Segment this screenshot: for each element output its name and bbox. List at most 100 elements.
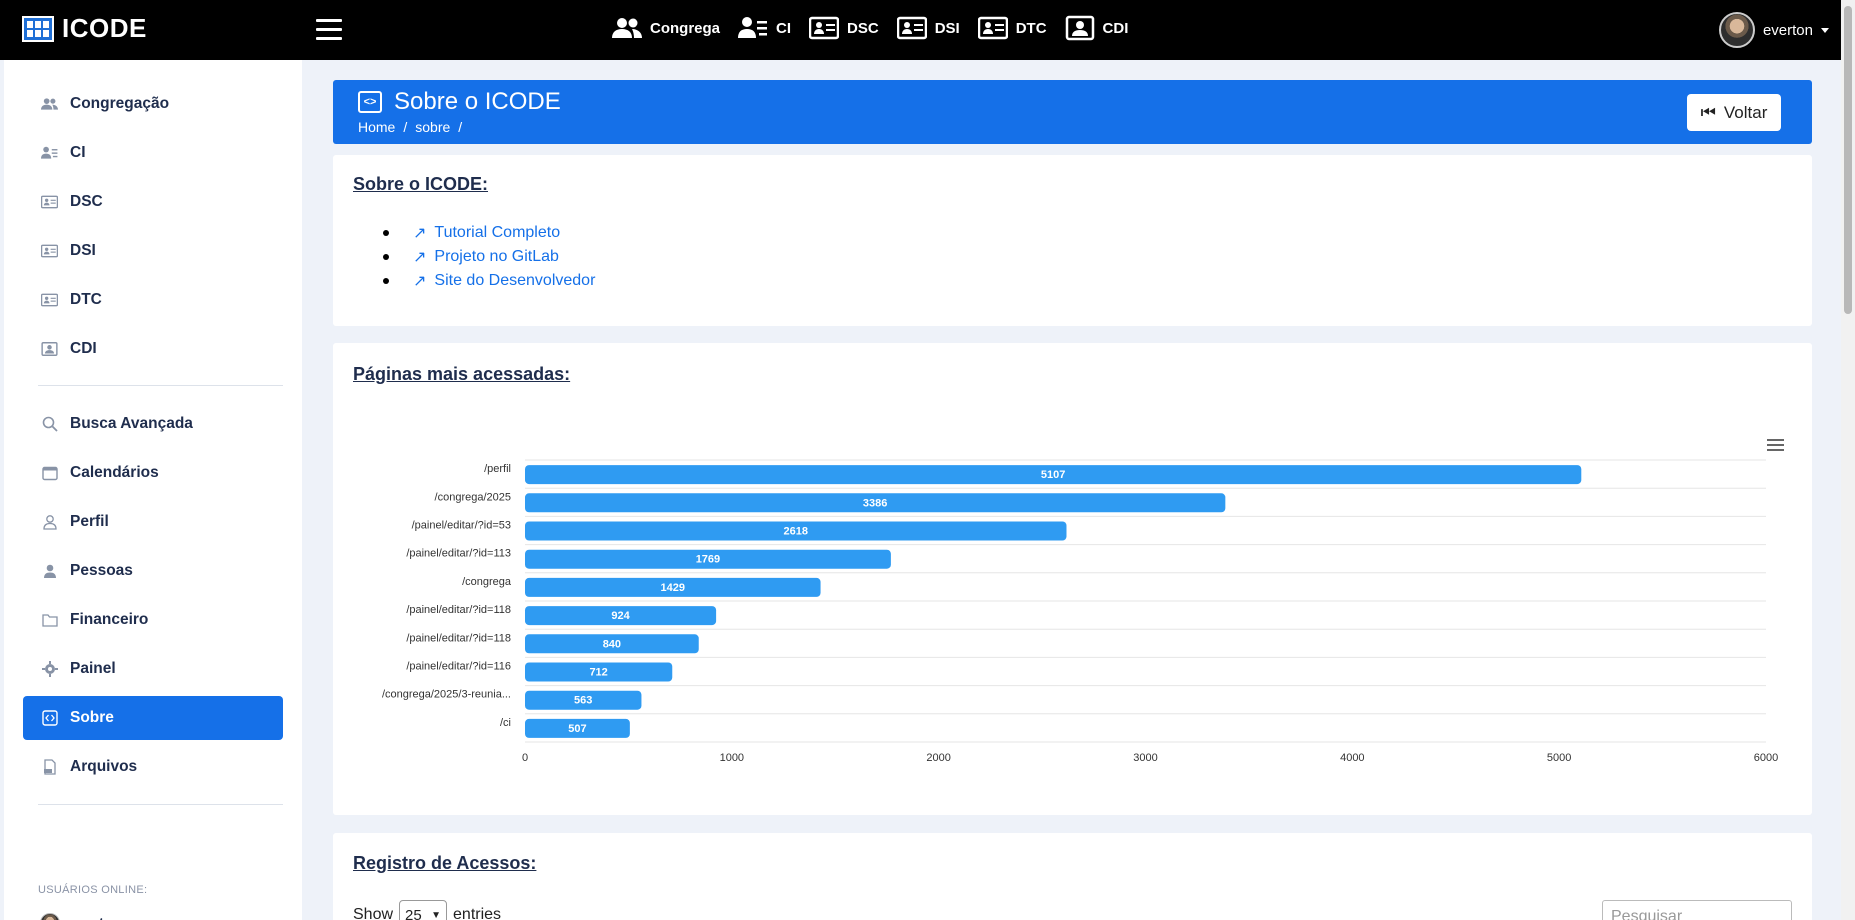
show-label: Show (353, 906, 394, 920)
sidebar-item-label: Congregação (70, 95, 170, 112)
bar (525, 634, 699, 654)
sidebar-item-cdi[interactable]: CDI (23, 327, 283, 371)
entries-select[interactable]: 25 ▼ (399, 900, 448, 920)
bar (525, 690, 642, 710)
category-label: /painel/editar/?id=116 (406, 661, 511, 673)
user-name: everton (1762, 21, 1813, 39)
link-label: Tutorial Completo (434, 224, 561, 241)
user-list-icon (738, 17, 768, 38)
id-card-icon (41, 292, 58, 309)
category-label: /ci (500, 717, 511, 729)
about-links: ↗ Tutorial Completo ↗ Projeto no GitLab ↗ S… (383, 221, 595, 293)
brand-logo[interactable]: ICODE (22, 13, 147, 44)
topnav-item-dsc[interactable]: DSC (809, 14, 879, 42)
access-card: Registro de Acessos: Show 25 ▼ entries P… (333, 833, 1812, 920)
bar (525, 521, 1067, 541)
x-tick-label: 2000 (926, 752, 950, 764)
topnav-label: DSI (934, 19, 960, 37)
page-title-text: Sobre o ICODE (394, 88, 561, 115)
external-link-icon: ↗ (413, 225, 427, 242)
sidebar-item-label: Painel (70, 660, 116, 677)
sidebar-item-pessoas[interactable]: Pessoas (23, 549, 283, 593)
sidebar-item-ci[interactable]: CI (23, 131, 283, 175)
user-outline-icon (41, 514, 58, 531)
page-scrollbar[interactable] (1841, 0, 1855, 920)
id-card-icon (809, 16, 840, 40)
data-label: 2618 (784, 526, 808, 538)
chart-menu-icon[interactable] (1767, 439, 1784, 454)
external-link-icon: ↗ (413, 249, 427, 266)
topnav-item-dsi[interactable]: DSI (896, 14, 960, 42)
external-link-icon: ↗ (413, 273, 427, 290)
search-input[interactable]: Pesquisar (1602, 900, 1792, 920)
caret-down-icon (1821, 27, 1829, 33)
user-menu[interactable]: everton (1718, 12, 1829, 48)
avatar (40, 913, 60, 920)
bar (525, 465, 1582, 485)
x-tick-label: 4000 (1340, 752, 1364, 764)
sidebar-item-perfil[interactable]: Perfil (23, 500, 283, 544)
sidebar-item-financeiro[interactable]: Financeiro (23, 598, 283, 642)
users-icon (41, 96, 58, 113)
page-header: <> Sobre o ICODE Home / sobre / ⏮ Voltar (333, 80, 1812, 144)
topnav-item-dtc[interactable]: DTC (977, 14, 1047, 42)
id-card-icon (977, 16, 1008, 40)
x-tick-label: 5000 (1547, 752, 1571, 764)
sidebar-item-dsi[interactable]: DSI (23, 229, 283, 273)
scrollbar-thumb[interactable] (1844, 6, 1852, 314)
category-label: /painel/editar/?id=53 (412, 520, 511, 532)
sidebar-item-label: Arquivos (70, 758, 138, 775)
sidebar-item-label: Pessoas (70, 562, 133, 579)
topnav-label: Congrega (650, 19, 721, 37)
back-button[interactable]: ⏮ Voltar (1687, 94, 1781, 131)
id-badge-icon (41, 341, 58, 358)
developer-site-link[interactable]: ↗ Site do Desenvolvedor (413, 271, 595, 291)
breadcrumb: Home / sobre / (358, 119, 462, 135)
code-icon (41, 710, 58, 727)
top-navbar: ICODE Congrega CI DSC DSI DTC CDI ev (0, 0, 1855, 60)
entries-value: 25 (405, 906, 422, 920)
sidebar-item-calendarios[interactable]: Calendários (23, 451, 283, 495)
avatar (1718, 12, 1755, 48)
back-button-label: Voltar (1723, 102, 1768, 122)
link-label: Site do Desenvolvedor (434, 272, 596, 289)
breadcrumb-sobre[interactable]: sobre (415, 119, 451, 135)
tutorial-link[interactable]: ↗ Tutorial Completo (413, 223, 560, 243)
data-label: 712 (589, 667, 607, 679)
sidebar-item-label: DSC (70, 193, 103, 210)
category-label: /painel/editar/?id=113 (406, 548, 511, 560)
brand-name: ICODE (62, 13, 147, 43)
sidebar-item-arquivos[interactable]: Arquivos (23, 745, 283, 789)
sidebar-item-label: DTC (70, 291, 102, 308)
bar-chart: /perfil 5107/congrega/2025 3386/painel/edi… (382, 459, 1778, 764)
category-label: /congrega/2025/3-reunia... (382, 689, 511, 701)
gitlab-link[interactable]: ↗ Projeto no GitLab (413, 247, 559, 267)
topnav-item-cdi[interactable]: CDI (1065, 14, 1128, 42)
pdf-file-icon (41, 759, 58, 776)
chevron-down-icon: ▼ (431, 909, 442, 920)
chart-title: Páginas mais acessadas: (353, 364, 571, 384)
sidebar-item-label: CI (70, 144, 86, 161)
id-card-icon (896, 16, 927, 40)
topnav-item-ci[interactable]: CI (738, 14, 791, 42)
menu-toggle-button[interactable] (316, 19, 342, 41)
sidebar-item-sobre[interactable]: Sobre (23, 696, 283, 740)
x-tick-label: 1000 (720, 752, 744, 764)
online-user[interactable]: everton (40, 913, 122, 920)
code-icon: <> (358, 91, 382, 113)
bar (525, 662, 673, 682)
data-label: 507 (568, 723, 586, 735)
sidebar-item-label: Perfil (70, 513, 109, 530)
sidebar-item-busca-avancada[interactable]: Busca Avançada (23, 402, 283, 446)
page-title: <> Sobre o ICODE (358, 88, 561, 116)
breadcrumb-separator: / (458, 119, 463, 135)
sidebar-item-dsc[interactable]: DSC (23, 180, 283, 224)
sidebar-item-dtc[interactable]: DTC (23, 278, 283, 322)
x-tick-label: 3000 (1133, 752, 1157, 764)
breadcrumb-home[interactable]: Home (358, 119, 396, 135)
about-title: Sobre o ICODE: (353, 174, 489, 194)
sidebar-item-painel[interactable]: Painel (23, 647, 283, 691)
sidebar-item-congregacao[interactable]: Congregação (23, 82, 283, 126)
folder-icon (41, 612, 58, 629)
topnav-item-congrega[interactable]: Congrega (612, 14, 720, 42)
